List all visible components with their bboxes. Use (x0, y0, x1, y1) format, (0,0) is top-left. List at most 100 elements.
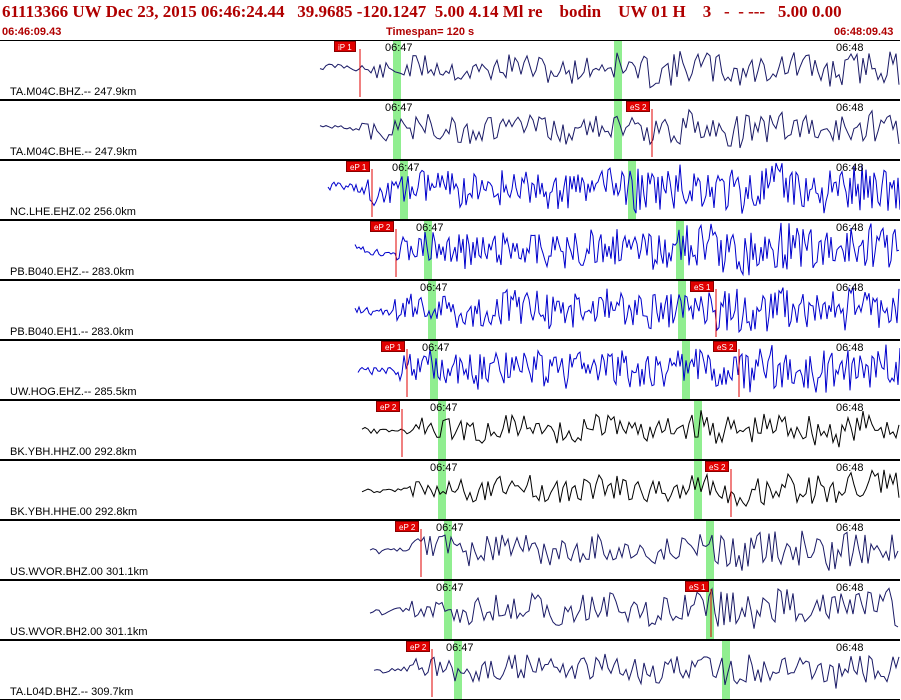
waveform-trace (354, 222, 900, 277)
phase-pick-flag[interactable]: eP 1 (381, 341, 406, 352)
time-tick-label: 06:47 (416, 222, 444, 234)
travel-time-marker (706, 521, 714, 579)
trace-panel[interactable]: 06:47 06:48 eP 2 BK.YBH.HHZ.00 292.8km (0, 400, 900, 460)
phase-pick-flag[interactable]: eS 2 (713, 341, 738, 352)
waveform-trace (327, 162, 900, 214)
phase-pick-flag[interactable]: eP 2 (370, 221, 395, 232)
phase-pick-flag[interactable]: eP 2 (376, 401, 401, 412)
waveform-trace (369, 587, 899, 629)
trace-panel[interactable]: 06:47 06:48 eP 2 PB.B040.EHZ.-- 283.0km (0, 220, 900, 280)
time-tick-label: 06:47 (385, 42, 413, 54)
time-tick-label: 06:48 (836, 282, 864, 294)
time-tick-label: 06:47 (385, 102, 413, 114)
time-tick-label: 06:48 (836, 582, 864, 594)
start-time: 06:46:09.43 (2, 26, 62, 38)
channel-label: TA.M04C.BHZ.-- 247.9km (10, 86, 137, 98)
travel-time-marker (628, 161, 636, 219)
waveform-trace (369, 530, 899, 571)
time-tick-label: 06:47 (430, 402, 458, 414)
trace-panel[interactable]: 06:47 06:48 eP 1 eS 2 UW.HOG.EHZ.-- 285.5km (0, 340, 900, 400)
channel-label: TA.M04C.BHE.-- 247.9km (10, 146, 137, 158)
time-tick-label: 06:48 (836, 462, 864, 474)
channel-label: UW.HOG.EHZ.-- 285.5km (10, 386, 137, 398)
waveform-trace (319, 51, 900, 89)
event-title: 61113366 UW Dec 23, 2015 06:46:24.44 39.… (2, 2, 842, 21)
trace-panel[interactable]: 06:47 06:48 eS 2 BK.YBH.HHE.00 292.8km (0, 460, 900, 520)
travel-time-marker (614, 41, 622, 99)
travel-time-marker (706, 581, 714, 639)
waveform-canvas (354, 221, 900, 279)
time-tick-label: 06:47 (436, 582, 464, 594)
travel-time-marker (444, 521, 452, 579)
travel-time-marker (438, 401, 446, 459)
time-tick-label: 06:48 (836, 402, 864, 414)
trace-panel[interactable]: 06:47 06:48 eS 2 TA.M04C.BHE.-- 247.9km (0, 100, 900, 160)
time-tick-label: 06:48 (836, 42, 864, 54)
time-tick-label: 06:47 (392, 162, 420, 174)
seismogram-panels: 06:47 06:48 iP 1 TA.M04C.BHZ.-- 247.9km 06:4… (0, 40, 901, 700)
time-tick-label: 06:48 (836, 642, 864, 654)
trace-panel[interactable]: 06:47 06:48 eS 1 US.WVOR.BH2.00 301.1km (0, 580, 900, 640)
waveform-canvas (369, 581, 899, 639)
waveform-trace (373, 653, 900, 689)
time-tick-label: 06:48 (836, 342, 864, 354)
phase-pick-flag[interactable]: eP 2 (406, 641, 431, 652)
time-tick-label: 06:48 (836, 102, 864, 114)
phase-pick-flag[interactable]: eS 1 (685, 581, 710, 592)
trace-panel[interactable]: 06:47 06:48 eP 2 US.WVOR.BHZ.00 301.1km (0, 520, 900, 580)
channel-label: BK.YBH.HHZ.00 292.8km (10, 446, 137, 458)
travel-time-marker (722, 641, 730, 699)
travel-time-marker (424, 221, 432, 279)
waveform-trace (361, 469, 900, 508)
waveform-trace (354, 286, 900, 334)
time-tick-label: 06:48 (836, 222, 864, 234)
waveform-trace (319, 108, 900, 149)
phase-pick-flag[interactable]: eP 1 (346, 161, 371, 172)
waveform-canvas (327, 161, 900, 219)
timespan: Timespan= 120 s (386, 26, 475, 38)
waveform-canvas (361, 401, 900, 459)
travel-time-marker (393, 41, 401, 99)
trace-panel[interactable]: 06:47 06:48 eP 2 TA.L04D.BHZ.-- 309.7km (0, 640, 900, 700)
travel-time-marker (614, 101, 622, 159)
phase-pick-flag[interactable]: iP 1 (334, 41, 356, 52)
waveform-canvas (319, 101, 900, 159)
time-tick-label: 06:47 (446, 642, 474, 654)
header: 61113366 UW Dec 23, 2015 06:46:24.44 39.… (0, 0, 901, 40)
end-time: 06:48:09.43 (834, 26, 894, 38)
waveform-canvas (319, 41, 900, 99)
travel-time-marker (682, 341, 690, 399)
channel-label: PB.B040.EH1.-- 283.0km (10, 326, 134, 338)
trace-panel[interactable]: 06:47 06:48 eP 1 NC.LHE.EHZ.02 256.0km (0, 160, 900, 220)
channel-label: US.WVOR.BHZ.00 301.1km (10, 566, 149, 578)
waveform-canvas (369, 521, 899, 579)
channel-label: BK.YBH.HHE.00 292.8km (10, 506, 138, 518)
waveform-canvas (373, 641, 900, 699)
trace-panel[interactable]: 06:47 06:48 iP 1 TA.M04C.BHZ.-- 247.9km (0, 40, 900, 100)
waveform-trace (357, 344, 900, 393)
waveform-canvas (354, 281, 900, 339)
travel-time-marker (694, 461, 702, 519)
channel-label: US.WVOR.BH2.00 301.1km (10, 626, 148, 638)
waveform-trace (361, 410, 900, 448)
waveform-canvas (361, 461, 900, 519)
trace-panel[interactable]: 06:47 06:48 eS 1 PB.B040.EH1.-- 283.0km (0, 280, 900, 340)
time-tick-label: 06:47 (420, 282, 448, 294)
travel-time-marker (694, 401, 702, 459)
time-tick-label: 06:47 (436, 522, 464, 534)
travel-time-marker (438, 461, 446, 519)
travel-time-marker (428, 281, 436, 339)
phase-pick-flag[interactable]: eP 2 (395, 521, 420, 532)
time-tick-label: 06:47 (422, 342, 450, 354)
phase-pick-flag[interactable]: eS 1 (690, 281, 715, 292)
channel-label: TA.L04D.BHZ.-- 309.7km (10, 686, 134, 698)
phase-pick-flag[interactable]: eS 2 (626, 101, 651, 112)
channel-label: PB.B040.EHZ.-- 283.0km (10, 266, 135, 278)
travel-time-marker (400, 161, 408, 219)
time-tick-label: 06:48 (836, 522, 864, 534)
time-tick-label: 06:48 (836, 162, 864, 174)
phase-pick-flag[interactable]: eS 2 (705, 461, 730, 472)
channel-label: NC.LHE.EHZ.02 256.0km (10, 206, 136, 218)
travel-time-marker (430, 341, 438, 399)
time-tick-label: 06:47 (430, 462, 458, 474)
